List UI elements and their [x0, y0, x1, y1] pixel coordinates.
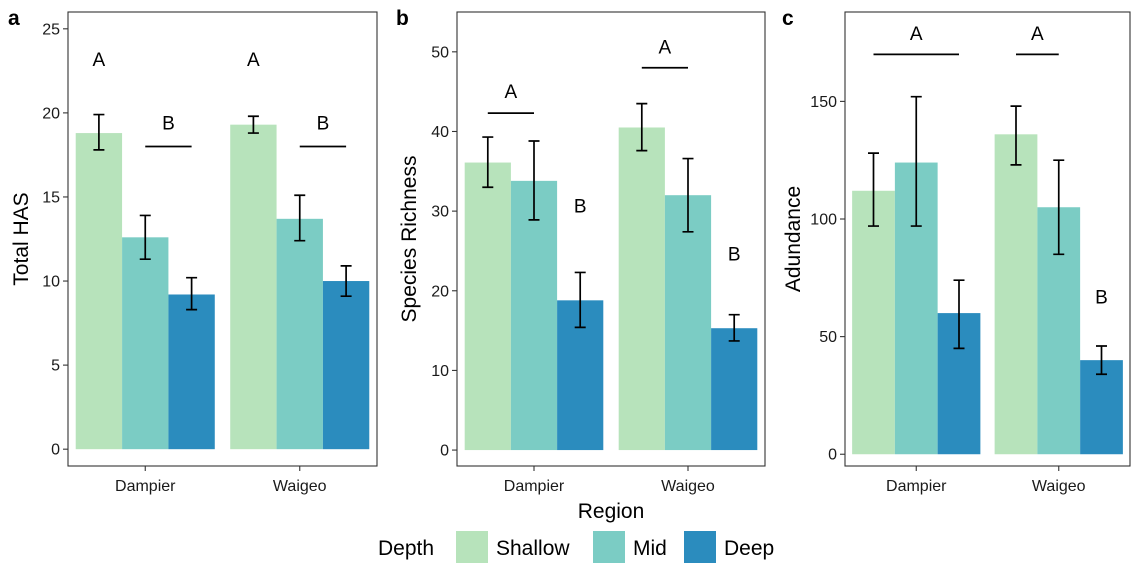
sig-letter-a-3: B — [317, 114, 330, 135]
error-bar-a-dampier-shallow — [93, 113, 105, 151]
x-tick-label-c-waigeo: Waigeo — [1032, 478, 1086, 495]
y-tick-label-a-25: 25 — [42, 21, 60, 38]
bar-a-dampier-deep — [168, 294, 215, 450]
error-bar-c-waigeo-deep — [1096, 345, 1107, 376]
y-axis-title-a: Total HAS — [10, 192, 33, 285]
sig-letter-c-1: A — [1031, 24, 1044, 45]
bar-b-dampier-shallow — [464, 162, 511, 451]
sig-letter-b-1: A — [659, 37, 672, 58]
error-bar-a-dampier-mid — [139, 214, 151, 261]
legend-title: Depth — [378, 537, 434, 560]
error-bar-a-waigeo-deep — [340, 265, 352, 298]
bar-b-waigeo-mid — [664, 195, 712, 451]
bar-a-dampier-mid — [122, 237, 169, 450]
y-tick-label-c-150: 150 — [810, 94, 837, 111]
y-tick-label-a-10: 10 — [42, 274, 60, 291]
error-bar-b-dampier-deep — [574, 271, 586, 329]
bar-b-dampier-mid — [510, 180, 558, 451]
bar-b-waigeo-deep — [711, 328, 758, 451]
panel-border-a — [67, 11, 378, 467]
y-tick-label-a-20: 20 — [42, 105, 60, 122]
bar-c-waigeo-shallow — [994, 134, 1038, 455]
x-tick-label-a-dampier: Dampier — [115, 478, 176, 495]
y-tick-label-b-10: 10 — [431, 363, 449, 380]
sig-letter-a-1: A — [247, 50, 260, 71]
sig-letter-b-3: B — [728, 245, 741, 266]
panel-letter-b: b — [396, 7, 409, 30]
error-bar-c-dampier-shallow — [868, 152, 879, 227]
legend-key-deep — [684, 531, 716, 563]
sig-letter-b-2: B — [574, 197, 587, 218]
bar-a-waigeo-shallow — [230, 124, 277, 450]
y-tick-label-c-0: 0 — [828, 447, 837, 464]
y-tick-label-b-30: 30 — [431, 204, 449, 221]
error-bar-b-dampier-shallow — [482, 136, 494, 189]
bar-a-waigeo-deep — [322, 281, 370, 450]
y-tick-label-b-20: 20 — [431, 283, 449, 300]
x-tick-label-b-dampier: Dampier — [504, 478, 565, 495]
legend-label-deep: Deep — [724, 537, 774, 560]
error-bar-c-waigeo-mid — [1053, 159, 1065, 256]
y-tick-label-b-0: 0 — [440, 443, 449, 460]
panel-letter-c: c — [782, 7, 794, 30]
x-tick-label-b-waigeo: Waigeo — [661, 478, 715, 495]
bar-b-waigeo-shallow — [618, 127, 665, 451]
bar-a-waigeo-mid — [276, 218, 323, 450]
sig-letter-c-2: B — [1095, 288, 1108, 309]
error-bar-a-waigeo-mid — [294, 194, 306, 242]
panel-border-b — [456, 11, 766, 467]
legend-label-shallow: Shallow — [496, 537, 570, 560]
error-bar-b-dampier-mid — [528, 140, 540, 221]
error-bar-c-waigeo-shallow — [1010, 105, 1022, 166]
bar-c-dampier-shallow — [852, 190, 895, 455]
legend-label-mid: Mid — [633, 537, 667, 560]
legend-key-shallow — [456, 531, 488, 563]
y-axis-title-b: Species Richness — [398, 156, 421, 323]
panel-border-c — [844, 11, 1131, 467]
error-bar-b-waigeo-deep — [728, 313, 740, 342]
error-bar-c-dampier-mid — [910, 95, 922, 227]
error-bar-c-dampier-deep — [953, 279, 965, 350]
y-tick-label-c-100: 100 — [810, 212, 837, 229]
y-tick-label-b-40: 40 — [431, 124, 449, 141]
y-axis-title-c: Adundance — [782, 186, 805, 292]
error-bar-b-waigeo-mid — [682, 157, 694, 233]
bar-c-waigeo-deep — [1080, 360, 1123, 455]
bar-a-dampier-shallow — [75, 133, 123, 450]
x-tick-label-a-waigeo: Waigeo — [273, 478, 327, 495]
x-tick-label-c-dampier: Dampier — [886, 478, 947, 495]
error-bar-a-dampier-deep — [186, 276, 198, 311]
y-tick-label-a-15: 15 — [42, 189, 60, 206]
legend-key-mid — [593, 531, 625, 563]
sig-letter-a-0: A — [93, 50, 106, 71]
error-bar-b-waigeo-shallow — [636, 102, 648, 152]
y-tick-label-c-50: 50 — [819, 329, 837, 346]
y-tick-label-a-5: 5 — [51, 358, 60, 375]
sig-letter-c-0: A — [910, 24, 923, 45]
sig-letter-b-0: A — [505, 82, 518, 103]
panel-letter-a: a — [8, 7, 20, 30]
y-tick-label-b-50: 50 — [431, 44, 449, 61]
error-bar-a-waigeo-shallow — [247, 115, 259, 134]
y-tick-label-a-0: 0 — [51, 442, 60, 459]
sig-letter-a-2: B — [162, 114, 175, 135]
x-axis-title-b: Region — [578, 500, 645, 523]
